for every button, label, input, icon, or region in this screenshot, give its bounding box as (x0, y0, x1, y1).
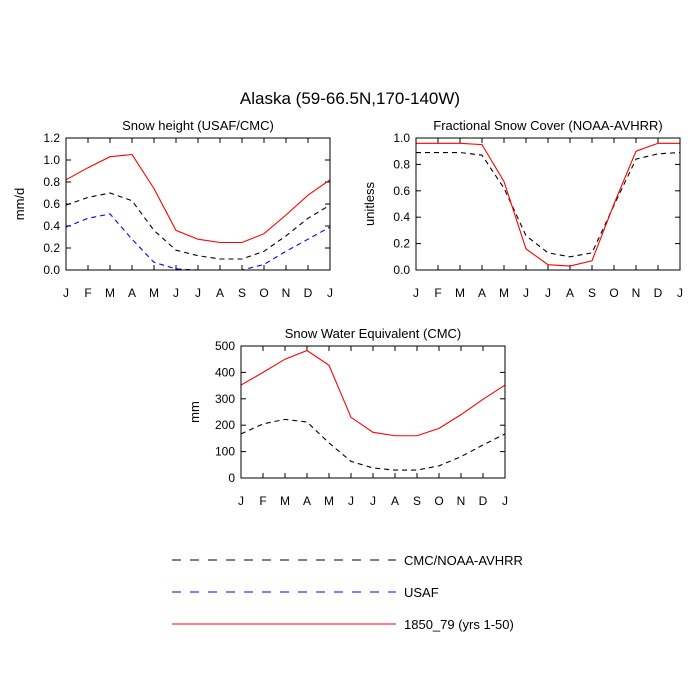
y-tick-label: 0.0 (393, 263, 410, 277)
x-tick-label: F (259, 494, 266, 508)
plot-frame (240, 345, 506, 479)
x-tick-label: J (327, 286, 333, 300)
x-tick-label: O (259, 286, 268, 300)
x-tick-label: F (84, 286, 91, 300)
x-tick-label: J (63, 286, 69, 300)
x-tick-label: A (128, 286, 136, 300)
x-tick-label: M (455, 286, 465, 300)
x-tick-label: N (457, 494, 466, 508)
y-tick-label: 0 (228, 471, 235, 485)
x-tick-label: S (238, 286, 246, 300)
y-axis-label: mm (187, 401, 202, 423)
y-tick-label: 0.6 (393, 184, 410, 198)
chart-panel-3: Snow Water Equivalent (CMC) mm 0 100 200 300 4… (187, 326, 508, 508)
x-tick-label: D (654, 286, 663, 300)
x-tick-label: J (502, 494, 508, 508)
chart-title: Fractional Snow Cover (NOAA-AVHRR) (433, 118, 662, 133)
x-tick-label: M (149, 286, 159, 300)
legend: CMC/NOAA-AVHRR USAF 1850_79 (yrs 1-50) (172, 553, 523, 632)
series-line-1850-79-yrs-1-50 (416, 142, 680, 267)
x-tick-label: N (282, 286, 291, 300)
chart-title: Snow height (USAF/CMC) (122, 118, 274, 133)
charts-area: Snow height (USAF/CMC) mm/d 0.0 0.2 0.4 0.6 0.… (12, 118, 683, 508)
x-tick-label: J (370, 494, 376, 508)
y-tick-label: 0.4 (393, 210, 410, 224)
x-tick-label: S (413, 494, 421, 508)
y-tick-label: 0.8 (43, 175, 60, 189)
y-tick-label: 1.2 (43, 131, 60, 145)
y-axis-label: mm/d (12, 188, 27, 221)
x-tick-label: J (545, 286, 551, 300)
legend-label: 1850_79 (yrs 1-50) (404, 617, 514, 632)
x-tick-label: N (632, 286, 641, 300)
chart-title: Snow Water Equivalent (CMC) (285, 326, 462, 341)
x-tick-label: J (523, 286, 529, 300)
x-tick-label: J (238, 494, 244, 508)
x-tick-label: J (173, 286, 179, 300)
y-tick-label: 500 (215, 339, 235, 353)
x-tick-label: A (391, 494, 399, 508)
y-tick-label: 0.2 (43, 241, 60, 255)
legend-label: CMC/NOAA-AVHRR (404, 553, 523, 568)
x-tick-label: O (609, 286, 618, 300)
y-tick-label: 200 (215, 418, 235, 432)
y-tick-label: 0.8 (393, 157, 410, 171)
x-tick-label: M (324, 494, 334, 508)
y-tick-label: 400 (215, 365, 235, 379)
x-tick-label: A (303, 494, 311, 508)
legend-label: USAF (404, 585, 439, 600)
plot-frame (415, 137, 681, 271)
x-tick-label: O (434, 494, 443, 508)
x-tick-label: J (195, 286, 201, 300)
series-line-1850-79-yrs-1-50 (240, 349, 506, 437)
series-line-cmc-noaa-avhrr (240, 418, 506, 471)
y-tick-label: 0.2 (393, 237, 410, 251)
x-tick-label: J (348, 494, 354, 508)
plot-frame (65, 137, 331, 271)
x-tick-label: M (499, 286, 509, 300)
x-tick-label: A (478, 286, 486, 300)
x-tick-label: J (677, 286, 683, 300)
chart-panel-1: Snow height (USAF/CMC) mm/d 0.0 0.2 0.4 0.6 0.… (12, 118, 333, 300)
x-tick-label: S (588, 286, 596, 300)
series-line-cmc-noaa-avhrr (416, 151, 681, 258)
y-tick-label: 100 (215, 445, 235, 459)
figure-title: Alaska (59-66.5N,170-140W) (240, 89, 460, 108)
x-tick-label: A (566, 286, 574, 300)
y-tick-label: 0.6 (43, 197, 60, 211)
x-tick-label: J (413, 286, 419, 300)
y-tick-label: 300 (215, 392, 235, 406)
x-tick-label: M (105, 286, 115, 300)
y-tick-label: 1.0 (43, 153, 60, 167)
x-tick-label: M (280, 494, 290, 508)
x-tick-label: D (304, 286, 313, 300)
y-axis-label: unitless (362, 181, 377, 226)
series-line-cmc-noaa-avhrr (65, 192, 331, 260)
y-tick-label: 0.0 (43, 263, 60, 277)
x-tick-label: D (479, 494, 488, 508)
x-tick-label: F (434, 286, 441, 300)
series-line-usaf (65, 213, 331, 271)
series-line-1850-79-yrs-1-50 (65, 153, 331, 244)
y-tick-label: 0.4 (43, 219, 60, 233)
chart-panel-2: Fractional Snow Cover (NOAA-AVHRR) unitle… (362, 118, 683, 300)
x-tick-label: A (216, 286, 224, 300)
y-tick-label: 1.0 (393, 131, 410, 145)
